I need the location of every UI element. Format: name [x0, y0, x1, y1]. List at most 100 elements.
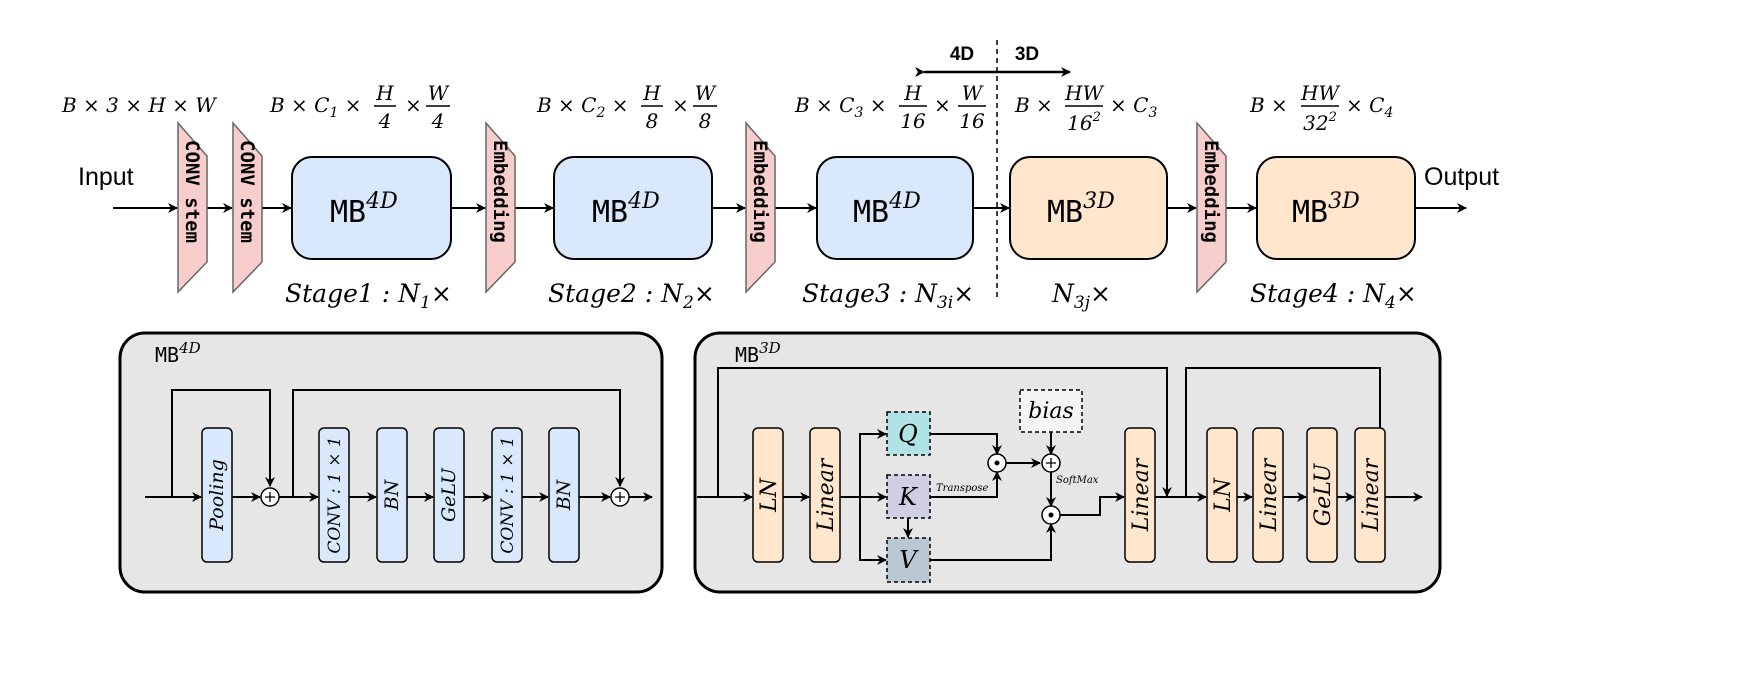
svg-text:322: 322 — [1303, 110, 1337, 135]
svg-text:B × C3 ×: B × C3 × — [794, 93, 887, 121]
svg-text:MB4D: MB4D — [853, 189, 921, 230]
conv-stem-label: CONV stem — [236, 140, 258, 243]
embedding-3: Embedding — [1196, 121, 1227, 294]
dim-input: B × 3 × H × W — [61, 93, 217, 117]
svg-text:W: W — [962, 81, 984, 105]
dim-stage1: B × C1 × H 4 × W 4 — [269, 81, 450, 133]
svg-text:B × C2 ×: B × C2 × — [536, 93, 629, 121]
svg-text:Linear: Linear — [1359, 457, 1384, 532]
svg-text:V: V — [899, 546, 919, 574]
svg-text:K: K — [898, 483, 919, 511]
svg-text:GeLU: GeLU — [1311, 462, 1336, 526]
embedding-1: Embedding — [485, 121, 516, 294]
svg-text:MB4D: MB4D — [330, 189, 398, 230]
svg-text:W: W — [695, 81, 717, 105]
svg-text:4: 4 — [378, 109, 392, 133]
svg-text:×: × — [934, 93, 951, 117]
svg-text:16: 16 — [900, 109, 926, 133]
svg-text:BN: BN — [381, 478, 403, 511]
bias-block: bias — [1019, 389, 1083, 433]
embedding-2: Embedding — [745, 121, 776, 294]
conv-stem-2: CONV stem — [232, 121, 263, 294]
svg-text:Q: Q — [898, 420, 918, 448]
pooling-block: Pooling — [201, 427, 233, 563]
svg-text:CONV : 1 × 1: CONV : 1 × 1 — [498, 436, 518, 553]
svg-text:4: 4 — [431, 109, 445, 133]
svg-text:B ×: B × — [1249, 93, 1288, 117]
q-block: Q — [886, 411, 931, 456]
svg-text:8: 8 — [699, 109, 712, 133]
svg-text:Linear: Linear — [1257, 457, 1282, 532]
v-block: V — [886, 537, 931, 583]
mb4d-block-stage3: MB4D — [816, 156, 974, 260]
region-4d-label: 4D — [950, 44, 974, 65]
stage3j-label: N3j× — [1051, 279, 1111, 313]
svg-text:bias: bias — [1028, 399, 1074, 424]
svg-text:162: 162 — [1067, 110, 1101, 135]
svg-text:Linear: Linear — [1129, 457, 1154, 532]
svg-text:H: H — [642, 81, 661, 105]
dim-stage3-3d: B × HW 162 × C3 — [1014, 81, 1157, 135]
dim-stage4: B × HW 322 × C4 — [1249, 81, 1393, 135]
embedding-label: Embedding — [1200, 140, 1222, 243]
embedding-label: Embedding — [489, 140, 511, 243]
ln-block: LN — [752, 427, 784, 563]
stage3-label: Stage3 : N3i× — [802, 279, 974, 313]
add-op-icon — [1041, 453, 1061, 473]
mb3d-block-stage3: MB3D — [1009, 156, 1168, 260]
gelu-block: GeLU — [433, 427, 465, 563]
add-op-icon — [260, 487, 280, 507]
linear-block: Linear — [1252, 427, 1284, 563]
stage4-label: Stage4 : N4× — [1250, 279, 1417, 313]
svg-text:H: H — [375, 81, 394, 105]
svg-text:×: × — [672, 93, 689, 117]
panel-title: MB4D — [155, 339, 201, 367]
stage1-label: Stage1 : N1× — [285, 279, 452, 313]
mb4d-detail-panel: MB4D Pooling CONV : 1 × 1 BN GeLU CONV :… — [118, 331, 664, 594]
svg-text:LN: LN — [1211, 477, 1236, 513]
k-block: K — [886, 474, 931, 519]
matmul-op-icon — [1041, 505, 1061, 525]
transpose-label: Transpose — [936, 483, 989, 494]
embedding-label: Embedding — [749, 140, 771, 243]
panel-title: MB3D — [735, 339, 781, 367]
softmax-label: SoftMax — [1056, 475, 1099, 486]
mb3d-block-stage4: MB3D — [1256, 156, 1416, 260]
svg-text:LN: LN — [757, 477, 782, 513]
bn-block: BN — [548, 427, 580, 563]
mb4d-block-stage2: MB4D — [553, 156, 713, 260]
svg-text:MB4D: MB4D — [592, 189, 660, 230]
linear-block: Linear — [1354, 427, 1386, 563]
matmul-op-icon — [987, 453, 1007, 473]
svg-text:HW: HW — [1064, 81, 1104, 105]
stage-labels: Stage1 : N1× Stage2 : N2× Stage3 : N3i× … — [285, 279, 1417, 313]
bn-block: BN — [376, 427, 408, 563]
svg-text:× C3: × C3 — [1110, 93, 1157, 121]
svg-text:× C4: × C4 — [1346, 93, 1393, 121]
mb3d-detail-panel: MB3D Transpose SoftMax Q K V bias — [693, 331, 1442, 594]
conv1x1-block: CONV : 1 × 1 — [318, 427, 350, 563]
svg-text:CONV : 1 × 1: CONV : 1 × 1 — [325, 436, 345, 553]
output-label: Output — [1424, 163, 1499, 191]
add-op-icon — [610, 487, 630, 507]
mb4d-block-stage1: MB4D — [291, 156, 452, 260]
svg-text:Linear: Linear — [814, 457, 839, 532]
gelu-block: GeLU — [1306, 427, 1338, 563]
svg-text:MB3D: MB3D — [1047, 189, 1115, 230]
svg-text:H: H — [903, 81, 922, 105]
linear-block: Linear — [809, 427, 841, 563]
svg-text:16: 16 — [959, 109, 985, 133]
dim-stage3-4d: B × C3 × H 16 × W 16 — [794, 81, 986, 133]
svg-text:MB3D: MB3D — [1292, 189, 1360, 230]
svg-text:8: 8 — [646, 109, 659, 133]
svg-text:W: W — [428, 81, 450, 105]
svg-text:HW: HW — [1300, 81, 1340, 105]
region-3d-label: 3D — [1015, 44, 1039, 65]
svg-text:Pooling: Pooling — [206, 459, 228, 531]
conv1x1-block: CONV : 1 × 1 — [491, 427, 523, 563]
linear-proj-block: Linear — [1124, 427, 1156, 563]
svg-text:×: × — [405, 93, 422, 117]
dim-stage2: B × C2 × H 8 × W 8 — [536, 81, 717, 133]
input-label: Input — [78, 163, 134, 191]
